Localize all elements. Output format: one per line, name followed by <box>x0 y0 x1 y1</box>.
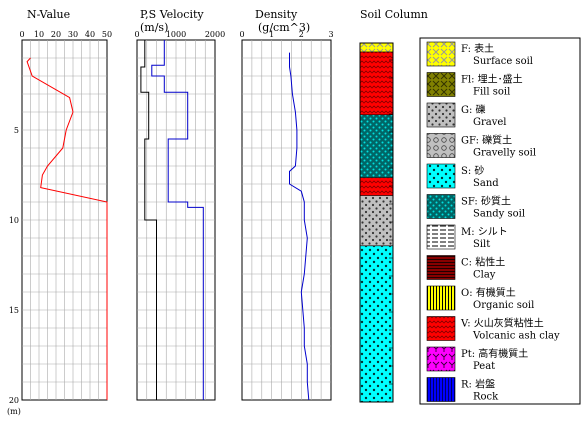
legend-sublabel: Volcanic ash clay <box>472 331 560 342</box>
series-line-0 <box>151 40 204 400</box>
legend-sublabel: Surface soil <box>473 56 533 67</box>
x-tick-label: 30 <box>68 30 78 39</box>
soil-layer-pattern-F <box>360 43 393 52</box>
legend-label: Pt: 高有機質土 <box>461 347 528 360</box>
y-tick-label: 10 <box>9 216 19 225</box>
x-tick-label: 10 <box>34 30 44 39</box>
legend-label: SF: 砂質土 <box>461 195 511 208</box>
velocity-panel: 0 1000 2000 <box>134 30 225 401</box>
legend-swatch-pattern-O <box>426 285 456 311</box>
soil-column <box>359 42 394 403</box>
legend-sublabel: Gravelly soil <box>473 148 536 159</box>
legend-swatch-pattern-Fl <box>426 72 456 97</box>
soil-layer-pattern-V <box>360 51 393 115</box>
x-tick-label: 2000 <box>205 30 225 39</box>
series-line-0 <box>26 57 108 400</box>
legend-label: S: 砂 <box>461 164 484 177</box>
density-panel: 0 1 2 3 <box>239 30 334 401</box>
x-tick-label: 50 <box>102 30 112 39</box>
soil-layer-pattern-V <box>360 177 393 196</box>
y-tick-label: 5 <box>14 126 19 135</box>
legend-label: R: 岩盤 <box>461 378 495 391</box>
legend-label: M: シルト <box>461 227 508 238</box>
legend-sublabel: Silt <box>473 239 490 250</box>
legend-label: C: 粘性土 <box>461 256 505 269</box>
legend-swatch-pattern-F <box>426 41 456 67</box>
legend-swatch-pattern-V <box>426 316 456 341</box>
legend-sublabel: Sand <box>473 178 499 189</box>
soil-layer-pattern-S <box>360 245 393 402</box>
series-line-0 <box>289 52 310 401</box>
legend-label: O: 有機質土 <box>461 286 516 299</box>
velocity-unit: (m/s) <box>140 21 168 34</box>
nvalue-panel: 0 10 20 30 40 50 5 10 15 20 <box>9 30 112 405</box>
y-tick-label: 15 <box>9 306 19 315</box>
depth-unit-label: (m) <box>7 407 21 416</box>
x-tick-label: 0 <box>19 30 24 39</box>
x-tick-label: 0 <box>134 30 139 39</box>
series-line-1 <box>140 40 157 400</box>
legend-swatch-pattern-R <box>426 377 456 402</box>
legend-label: G: 礫 <box>461 103 486 116</box>
soil-column-title: Soil Column <box>360 8 428 21</box>
legend-sublabel: Organic soil <box>473 300 534 311</box>
x-tick-label: 40 <box>85 30 95 39</box>
density-title: Density <box>255 8 298 21</box>
legend-label: Fl: 埋土･盛土 <box>461 73 523 86</box>
x-tick-label: 0 <box>239 30 244 39</box>
x-tick-label: 1 <box>269 30 274 39</box>
legend-label: F: 表土 <box>461 42 494 55</box>
legend-sublabel: Sandy soil <box>473 209 525 220</box>
legend-swatch-pattern-Pt <box>426 346 456 372</box>
density-unit: (g/cm^3) <box>258 21 310 34</box>
legend-sublabel: Peat <box>473 361 495 372</box>
y-tick-label: 20 <box>9 396 19 405</box>
soil-column-frame <box>359 42 394 403</box>
velocity-title: P,S Velocity <box>140 8 204 21</box>
x-tick-label: 2 <box>299 30 304 39</box>
x-tick-label: 20 <box>51 30 61 39</box>
nvalue-title: N-Value <box>27 8 70 21</box>
legend-sublabel: Gravel <box>473 117 507 128</box>
x-tick-label: 1000 <box>166 30 186 39</box>
legend-label: V: 火山灰質粘性土 <box>460 317 544 330</box>
legend-swatch-pattern-M <box>426 224 456 250</box>
legend-swatch-pattern-C <box>426 255 456 280</box>
legend-swatch-pattern-GF <box>426 133 456 158</box>
legend-label: GF: 礫質土 <box>461 134 512 147</box>
soil-layer-pattern-SF <box>360 114 393 178</box>
legend-sublabel: Fill soil <box>473 87 510 98</box>
legend-sublabel: Rock <box>473 392 499 403</box>
legend-frame <box>419 37 581 405</box>
legend-swatch-pattern-G <box>426 102 456 128</box>
soil-layer-pattern-G <box>360 195 393 246</box>
x-tick-label: 3 <box>328 30 333 39</box>
legend-swatch-pattern-S <box>426 163 456 189</box>
legend-sublabel: Clay <box>473 270 496 281</box>
legend-swatch-pattern-SF <box>426 194 456 219</box>
